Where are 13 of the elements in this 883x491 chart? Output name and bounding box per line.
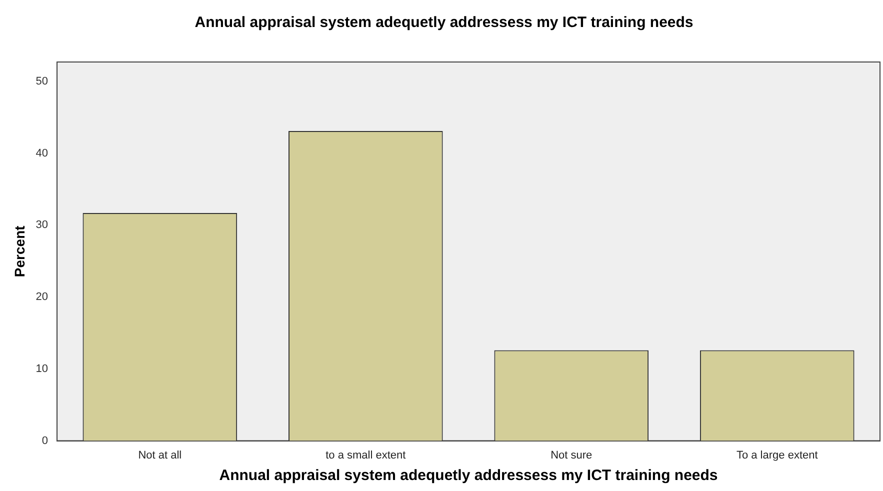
- y-tick-label: 40: [36, 147, 48, 160]
- x-tick-label: to a small extent: [326, 449, 406, 462]
- x-tick-label: Not at all: [138, 449, 182, 462]
- x-axis-title: Annual appraisal system adequetly addressess my ICT training needs: [219, 467, 718, 484]
- y-tick-label: 50: [36, 75, 48, 88]
- y-tick-label: 10: [36, 362, 48, 375]
- x-tick-label: Not sure: [550, 449, 592, 462]
- y-tick-label: 0: [42, 434, 48, 447]
- y-tick-label: 20: [36, 291, 48, 304]
- chart-title: Annual appraisal system adequetly addressess my ICT training needs: [194, 14, 694, 32]
- x-tick-label: To a large extent: [736, 449, 818, 462]
- y-axis-title: Percent: [11, 225, 28, 278]
- y-tick-label: 30: [36, 219, 48, 232]
